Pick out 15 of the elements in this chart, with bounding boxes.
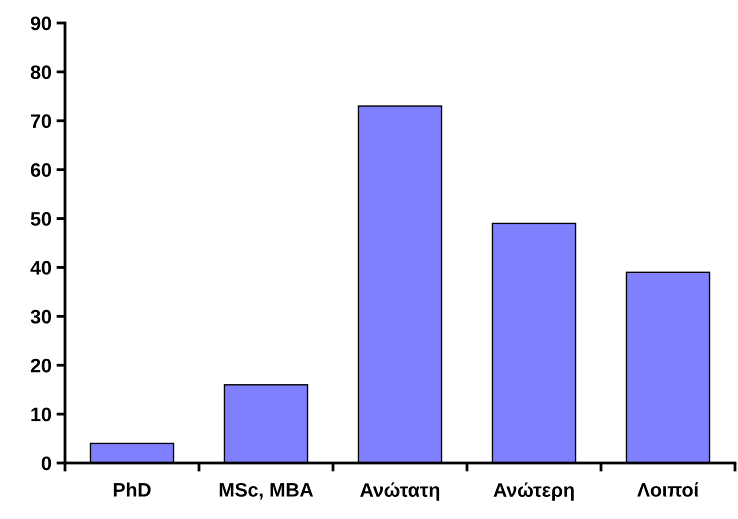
y-tick-label: 90	[30, 16, 52, 30]
x-tick-label: Λοιποί	[637, 482, 698, 497]
y-tick-label: 40	[30, 260, 52, 275]
y-tick-label: 50	[30, 212, 52, 226]
x-tick-label: PhD	[114, 482, 151, 497]
x-tick-label: MSc, MBA	[220, 482, 314, 500]
y-tick-label: 60	[30, 163, 52, 177]
y-tick-label: 70	[31, 114, 52, 128]
y-tick-label: 10	[31, 408, 52, 422]
x-tick-label: Ανώτερη	[494, 482, 574, 501]
y-tick-label: 0	[42, 456, 52, 470]
x-tick-label: Ανώτατη	[360, 482, 440, 501]
y-tick-label: 20	[30, 358, 52, 372]
y-tick-label: 80	[30, 65, 52, 80]
y-tick-label: 30	[30, 310, 52, 324]
